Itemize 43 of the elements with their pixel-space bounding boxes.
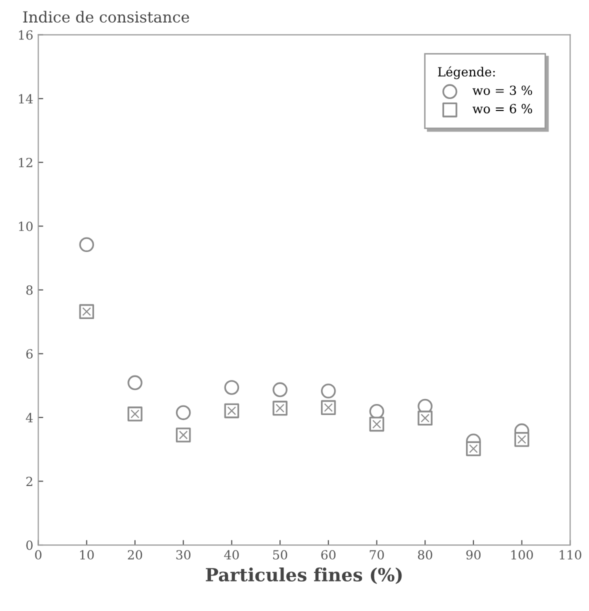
x-tick-label: 30 [176, 550, 190, 560]
x-tick-label: 50 [273, 550, 288, 560]
point [272, 400, 288, 416]
x-axis-title: Particules fines (%) [206, 568, 402, 584]
point [128, 406, 142, 422]
x-tick-label: 80 [418, 550, 432, 560]
y-tick-label: 10 [19, 222, 33, 232]
y-tick-label: 0 [26, 540, 33, 550]
y-tick-label: 12 [19, 158, 32, 168]
point [320, 384, 336, 398]
x-tick-label: 0 [35, 550, 42, 560]
y-tick-label: 2 [26, 476, 32, 486]
y-tick-label: 16 [19, 30, 33, 40]
legend-label: wo = 3 % [472, 86, 532, 96]
point [224, 403, 240, 418]
point [369, 416, 384, 432]
point [272, 382, 288, 398]
y-tick-label: 6 [26, 349, 33, 359]
y-tick-label: 8 [26, 285, 33, 295]
x-tick-label: 10 [80, 550, 94, 560]
point [176, 428, 191, 442]
y-tick-label: 4 [26, 412, 33, 422]
point [514, 432, 530, 447]
point [79, 237, 94, 252]
x-tick-label: 20 [128, 550, 142, 560]
point [79, 304, 94, 320]
point [224, 380, 240, 395]
x-tick-label: 110 [560, 550, 582, 560]
x-tick-label: 100 [511, 550, 533, 560]
point [176, 405, 191, 420]
legend-title: Légende: [438, 66, 495, 80]
point [466, 441, 481, 456]
point [128, 375, 142, 390]
point [418, 410, 433, 426]
x-tick-label: 60 [321, 550, 336, 560]
point [369, 404, 384, 419]
y-axis-title: Indice de consistance [23, 10, 190, 23]
y-tick-label: 14 [19, 94, 33, 104]
legend-label: wo = 6 % [472, 104, 532, 114]
x-tick-label: 40 [224, 550, 239, 560]
point [320, 400, 336, 416]
x-tick-label: 90 [466, 550, 481, 560]
x-tick-label: 70 [370, 550, 384, 560]
